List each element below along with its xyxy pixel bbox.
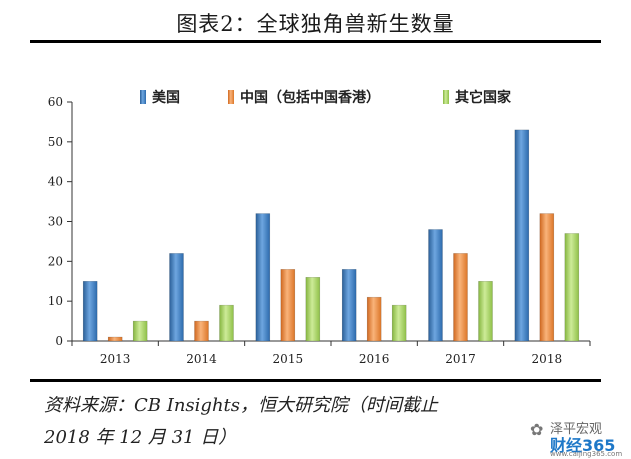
bar-usa [514,129,530,342]
bar-others [478,281,493,342]
watermark-line-3: www.caijing365.com [550,450,623,458]
legend-swatch [228,90,234,104]
legend-label: 其它国家 [455,89,512,106]
bar-usa [255,213,271,342]
bar-others [132,320,148,342]
bar-usa [82,281,98,342]
bar-china [107,336,123,342]
y-tick-label: 60 [48,95,63,109]
y-tick-label: 40 [48,175,63,189]
bar-usa [428,229,443,342]
x-tick-label: 2014 [186,352,217,366]
bar-others [305,277,321,342]
y-tick-label: 50 [48,135,63,149]
bar-china [539,213,555,342]
x-tick-label: 2013 [100,352,131,366]
bottom-rule [30,379,601,382]
x-tick-label: 2017 [445,352,476,366]
bar-others [219,304,234,342]
watermark-line-2: 财经365 [550,436,616,455]
y-tick-label: 0 [55,334,63,348]
chart-title: 图表2：全球独角兽新生数量 [176,12,455,36]
top-rule [30,40,601,43]
x-tick-label: 2015 [273,352,304,366]
legend-label: 美国 [152,89,180,106]
legend-label: 中国（包括中国香港） [240,89,380,106]
legend-swatch [140,90,146,104]
y-tick-label: 10 [48,294,63,308]
bar-others [564,233,580,342]
x-tick-label: 2018 [532,352,563,366]
bar-usa [169,253,184,342]
legend-swatch [443,90,449,104]
bar-chart: 0 10 20 30 40 50 60 2013 2014 2015 2016 2017 2018 美国… [48,89,591,366]
bar-usa [341,269,357,342]
bar-china [453,253,468,342]
y-tick-label: 20 [48,254,63,268]
wechat-icon: ✿ [530,420,544,439]
x-tick-label: 2016 [359,352,390,366]
bar-china [194,320,209,342]
bar-others [391,304,407,342]
source-note: 资料来源：CB Insights，恒大研究院（时间截止 2018 年 12 月 … [44,390,584,454]
y-tick-label: 30 [48,215,63,229]
bar-china [366,296,382,342]
watermark-line-1: 泽平宏观 [550,422,603,437]
bar-china [280,269,296,342]
source-line-1: 资料来源：CB Insights，恒大研究院（时间截止 [44,395,439,416]
watermark: ✿ 泽平宏观 财经365 www.caijing365.com [528,416,628,458]
source-line-2: 2018 年 12 月 31 日） [44,427,237,448]
